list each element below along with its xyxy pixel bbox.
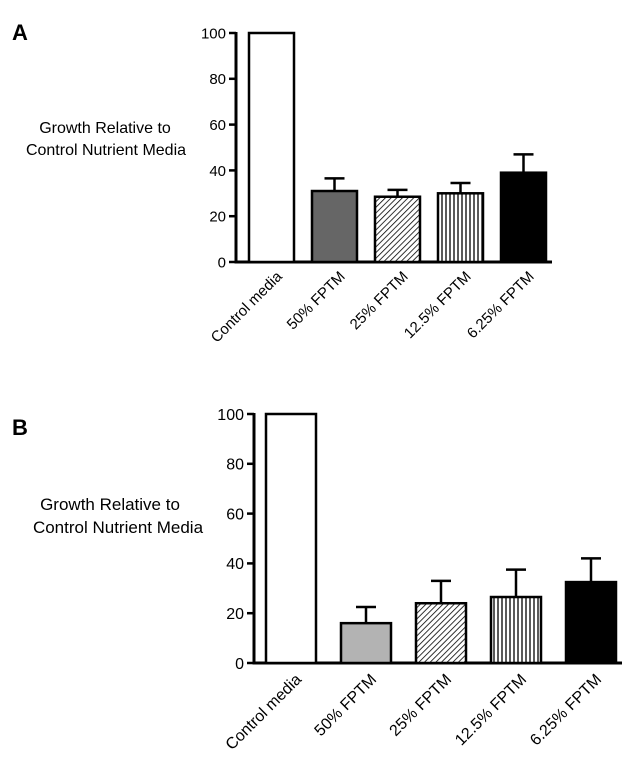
bar — [436, 192, 485, 264]
x-tick-label: 6.25% FPTM — [464, 268, 538, 342]
y-tick-label: 60 — [226, 506, 244, 523]
bar — [247, 31, 296, 264]
panel-a: A Growth Relative to Control Nutrient Me… — [12, 20, 552, 346]
bar — [264, 412, 318, 665]
bar — [414, 601, 468, 665]
bar — [564, 580, 618, 665]
y-tick-label: 60 — [209, 117, 226, 134]
y-axis-label-line-2: Control Nutrient Media — [26, 142, 186, 159]
y-tick-label: 80 — [226, 457, 244, 474]
x-tick-label: 25% FPTM — [387, 671, 456, 740]
y-tick-label: 100 — [217, 407, 244, 424]
bar — [373, 195, 422, 264]
y-tick-label: 80 — [209, 71, 226, 88]
x-tick-label: 50% FPTM — [312, 671, 381, 740]
y-tick-label: 20 — [209, 209, 226, 226]
y-axis-label-line-1: Growth Relative to — [39, 120, 171, 137]
y-tick-label: 100 — [201, 25, 226, 42]
y-axis-label-line-2: Control Nutrient Media — [33, 518, 204, 537]
bar — [499, 171, 548, 264]
x-tick-label: Control media — [208, 268, 287, 347]
y-tick-label: 0 — [235, 656, 244, 673]
bar — [489, 595, 543, 665]
x-tick-label: 25% FPTM — [347, 268, 412, 333]
y-tick-label: 0 — [218, 254, 226, 271]
panel-label: A — [12, 20, 28, 45]
x-tick-label: 12.5% FPTM — [452, 671, 530, 749]
y-tick-label: 40 — [209, 163, 226, 180]
x-tick-label: 6.25% FPTM — [527, 671, 605, 749]
y-axis-label-line-1: Growth Relative to — [40, 495, 180, 514]
bar — [339, 621, 393, 665]
panel-b: B Growth Relative to Control Nutrient Me… — [12, 407, 622, 754]
bar — [310, 189, 359, 264]
y-tick-label: 40 — [226, 556, 244, 573]
x-tick-label: Control media — [223, 671, 306, 754]
x-tick-label: 50% FPTM — [284, 268, 349, 333]
y-tick-label: 20 — [226, 606, 244, 623]
panel-label: B — [12, 415, 28, 440]
